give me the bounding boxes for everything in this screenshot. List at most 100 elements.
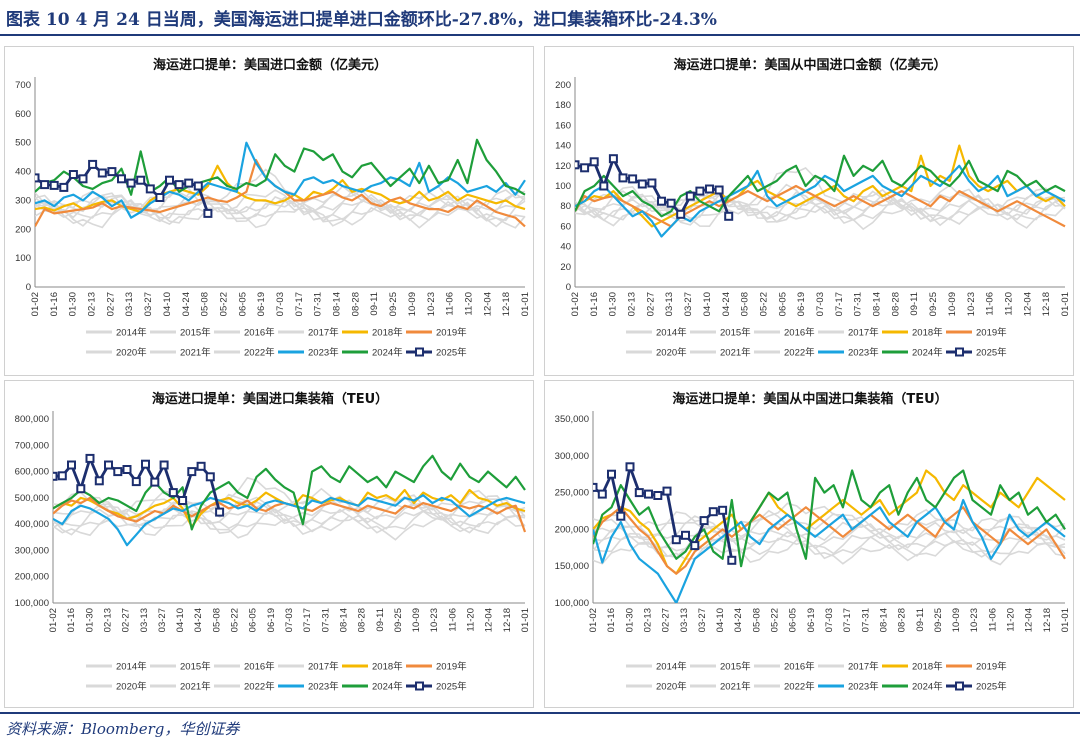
y-tick-label: 400 xyxy=(15,167,31,178)
series-point-2025 xyxy=(53,471,58,481)
x-tick-label: 03-13 xyxy=(664,292,675,316)
series-line-2015年 xyxy=(35,199,526,228)
x-tick-label: 12-04 xyxy=(482,292,493,316)
series-line-2016年 xyxy=(593,531,1066,555)
x-tick-label: 11-06 xyxy=(985,292,996,316)
x-tick-label: 05-22 xyxy=(218,292,229,316)
plot-area xyxy=(593,462,1066,603)
x-tick-label: 02-27 xyxy=(645,292,656,316)
x-tick-label: 02-13 xyxy=(87,292,98,316)
legend-item: 2024年 xyxy=(342,681,403,693)
x-tick-label: 10-23 xyxy=(429,608,440,632)
x-tick-label: 10-23 xyxy=(969,608,980,632)
x-tick-label: 10-23 xyxy=(966,292,977,316)
y-tick-label: 700,000 xyxy=(15,440,49,451)
y-tick-label: 0 xyxy=(566,282,571,293)
legend-label: 2015年 xyxy=(720,327,751,339)
legend-label: 2022年 xyxy=(784,681,815,693)
series-line-2023年 xyxy=(53,494,526,547)
y-tick-label: 120 xyxy=(555,161,571,172)
y-tick-label: 100,000 xyxy=(555,598,589,609)
x-tick-label: 07-31 xyxy=(313,292,324,316)
y-tick-label: 600,000 xyxy=(15,467,49,478)
x-tick-label: 08-28 xyxy=(357,608,368,632)
legend-label: 2020年 xyxy=(656,347,687,359)
series-line-2024年 xyxy=(593,469,1066,568)
y-tick-label: 300 xyxy=(15,195,31,206)
series-point-2025 xyxy=(122,465,132,474)
legend-item: 2019年 xyxy=(946,327,1007,339)
x-tick-label: 08-28 xyxy=(890,292,901,316)
plot-area xyxy=(575,144,1066,238)
legend-item: 2024年 xyxy=(882,681,943,693)
x-tick-label: 05-08 xyxy=(751,608,762,632)
legend-item: 2023年 xyxy=(818,681,879,693)
series-point-2025 xyxy=(168,488,178,498)
legend-item: 2021年 xyxy=(150,347,211,359)
legend-label: 2014年 xyxy=(656,327,687,339)
legend-item: 2017年 xyxy=(278,661,339,673)
legend-label: 2025年 xyxy=(976,681,1007,693)
legend-marker xyxy=(415,347,424,357)
x-tick-label: 01-02 xyxy=(570,292,581,316)
x-tick-label: 01-02 xyxy=(30,292,41,316)
y-tick-label: 200,000 xyxy=(555,524,589,535)
x-tick-label: 04-24 xyxy=(181,292,192,316)
legend-item: 2022年 xyxy=(214,347,275,359)
x-tick-label: 03-13 xyxy=(679,608,690,632)
legend-label: 2024年 xyxy=(372,347,403,359)
x-tick-label: 04-24 xyxy=(733,608,744,632)
legend-label: 2021年 xyxy=(180,681,211,693)
legend-label: 2022年 xyxy=(784,347,815,359)
legend-item: 2021年 xyxy=(690,347,751,359)
legend-label: 2016年 xyxy=(784,661,815,673)
legend-item: 2015年 xyxy=(150,327,211,339)
x-tick-label: 07-03 xyxy=(284,608,295,632)
legend-item: 2025年 xyxy=(406,681,467,693)
series-line-2021年 xyxy=(35,168,526,213)
series-point-2025 xyxy=(708,507,718,517)
x-tick-label: 11-06 xyxy=(987,608,998,632)
legend-label: 2020年 xyxy=(116,681,147,693)
plot-area xyxy=(53,453,527,547)
x-tick-label: 02-27 xyxy=(105,292,116,316)
series-point-2025 xyxy=(40,180,50,190)
x-tick-label: 04-10 xyxy=(175,608,186,632)
legend-item: 2018年 xyxy=(882,327,943,339)
x-tick-label: 02-27 xyxy=(121,608,132,632)
legend-label: 2016年 xyxy=(244,661,275,673)
series-point-2025 xyxy=(727,555,737,565)
x-tick-label: 05-22 xyxy=(758,292,769,316)
x-tick-label: 11-06 xyxy=(447,608,458,632)
x-tick-label: 04-24 xyxy=(193,608,204,632)
series-point-2025 xyxy=(580,163,590,173)
series-line-2017年 xyxy=(593,523,1066,550)
series-point-2025 xyxy=(94,476,104,486)
series-point-2025 xyxy=(657,196,666,206)
source-note: 资料来源：Bloomberg，华创证券 xyxy=(6,720,240,738)
figure-footer: 资料来源：Bloomberg，华创证券 xyxy=(0,712,1080,752)
legend-item: 2023年 xyxy=(818,347,879,359)
x-tick-label: 04-10 xyxy=(702,292,713,316)
series-point-2025 xyxy=(178,496,188,505)
series-point-2025 xyxy=(616,511,626,521)
x-tick-label: 11-20 xyxy=(1006,608,1017,632)
x-tick-label: 10-09 xyxy=(407,292,418,316)
legend-label: 2019年 xyxy=(976,327,1007,339)
series-point-2025 xyxy=(155,193,165,202)
legend-item: 2016年 xyxy=(214,661,275,673)
series-point-2025 xyxy=(681,530,690,540)
series-line-2015年 xyxy=(53,510,526,536)
x-tick-label: 10-09 xyxy=(947,292,958,316)
series-point-2025 xyxy=(76,484,86,494)
figure-header: 图表 10 4 月 24 日当周，美国海运进口提单进口金额环比-27.8%，进口… xyxy=(0,0,1080,36)
series-point-2025 xyxy=(145,184,155,194)
legend-item: 2014年 xyxy=(626,661,687,673)
legend-label: 2020年 xyxy=(656,681,687,693)
x-tick-label: 03-27 xyxy=(157,608,168,632)
legend-item: 2017年 xyxy=(278,327,339,339)
series-line-2023年 xyxy=(575,164,1066,238)
x-tick-label: 03-27 xyxy=(143,292,154,316)
x-tick-label: 02-27 xyxy=(661,608,672,632)
legend-label: 2017年 xyxy=(308,327,339,339)
